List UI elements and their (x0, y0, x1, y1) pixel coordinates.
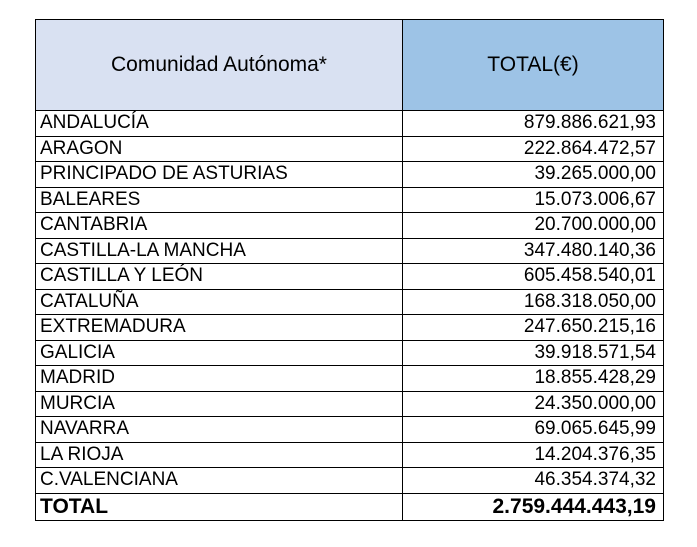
table-row: CANTABRIA 20.700.000,00 (35, 212, 664, 239)
region-total-cell: 69.065.645,99 (402, 416, 664, 443)
region-name-cell: BALEARES (35, 186, 403, 213)
region-name-cell: CASTILLA-LA MANCHA (35, 237, 403, 264)
region-total-cell: 222.864.472,57 (402, 135, 664, 162)
table-row: MADRID 18.855.428,29 (35, 365, 664, 392)
funding-table-container: Comunidad Autónoma* TOTAL(€) ANDALUCÍA 87… (35, 19, 664, 521)
table-row: C.VALENCIANA 46.354.374,32 (35, 467, 664, 494)
region-name-cell: CASTILLA Y LEÓN (35, 263, 403, 290)
region-total-cell: 15.073.006,67 (402, 186, 664, 213)
region-total-cell: 879.886.621,93 (402, 110, 664, 137)
region-name-cell: LA RIOJA (35, 441, 403, 468)
table-row: CASTILLA Y LEÓN 605.458.540,01 (35, 263, 664, 290)
region-name-cell: GALICIA (35, 339, 403, 366)
table-row: BALEARES 15.073.006,67 (35, 186, 664, 213)
total-row: TOTAL 2.759.444.443,19 (35, 492, 664, 521)
header-total: TOTAL(€) (402, 19, 664, 111)
region-name-cell: NAVARRA (35, 416, 403, 443)
table-row: NAVARRA 69.065.645,99 (35, 416, 664, 443)
region-total-cell: 14.204.376,35 (402, 441, 664, 468)
region-name-cell: ARAGON (35, 135, 403, 162)
region-name-cell: MADRID (35, 365, 403, 392)
region-total-cell: 39.918.571,54 (402, 339, 664, 366)
table-row: CASTILLA-LA MANCHA 347.480.140,36 (35, 237, 664, 264)
region-name-cell: MURCIA (35, 390, 403, 417)
table-row: CATALUÑA 168.318.050,00 (35, 288, 664, 315)
region-total-cell: 18.855.428,29 (402, 365, 664, 392)
table-row: ARAGON 222.864.472,57 (35, 135, 664, 162)
table-header: Comunidad Autónoma* TOTAL(€) (35, 19, 664, 111)
region-name-cell: CATALUÑA (35, 288, 403, 315)
region-total-cell: 347.480.140,36 (402, 237, 664, 264)
region-total-cell: 46.354.374,32 (402, 467, 664, 494)
table-footer: TOTAL 2.759.444.443,19 (35, 492, 664, 521)
region-name-cell: EXTREMADURA (35, 314, 403, 341)
funding-table: Comunidad Autónoma* TOTAL(€) ANDALUCÍA 87… (35, 19, 664, 521)
region-name-cell: C.VALENCIANA (35, 467, 403, 494)
table-row: LA RIOJA 14.204.376,35 (35, 441, 664, 468)
region-total-cell: 24.350.000,00 (402, 390, 664, 417)
region-name-cell: CANTABRIA (35, 212, 403, 239)
header-row: Comunidad Autónoma* TOTAL(€) (35, 19, 664, 111)
total-value: 2.759.444.443,19 (402, 492, 664, 521)
region-total-cell: 20.700.000,00 (402, 212, 664, 239)
table-row: MURCIA 24.350.000,00 (35, 390, 664, 417)
table-row: GALICIA 39.918.571,54 (35, 339, 664, 366)
table-body: ANDALUCÍA 879.886.621,93 ARAGON 222.864.472… (35, 110, 664, 494)
region-total-cell: 247.650.215,16 (402, 314, 664, 341)
table-row: ANDALUCÍA 879.886.621,93 (35, 110, 664, 137)
region-total-cell: 168.318.050,00 (402, 288, 664, 315)
total-label: TOTAL (35, 492, 403, 521)
region-name-cell: ANDALUCÍA (35, 110, 403, 137)
region-name-cell: PRINCIPADO DE ASTURIAS (35, 161, 403, 188)
region-total-cell: 605.458.540,01 (402, 263, 664, 290)
header-region: Comunidad Autónoma* (35, 19, 403, 111)
table-row: PRINCIPADO DE ASTURIAS 39.265.000,00 (35, 161, 664, 188)
region-total-cell: 39.265.000,00 (402, 161, 664, 188)
table-row: EXTREMADURA 247.650.215,16 (35, 314, 664, 341)
